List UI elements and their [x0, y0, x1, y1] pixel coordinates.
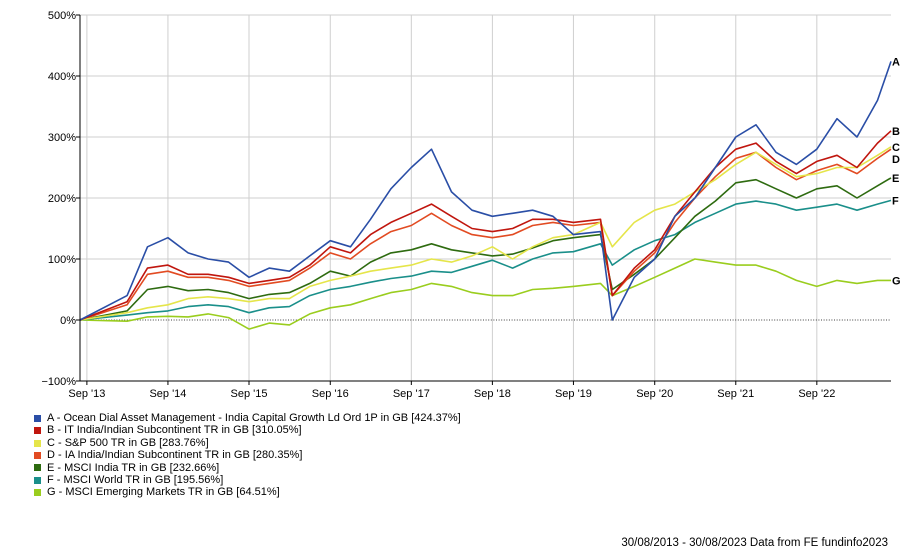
x-axis-tick-labels: Sep '13 Sep '14 Sep '15 Sep '16 Sep '17 Sep '… — [68, 388, 835, 400]
x-tick-label: Sep '19 — [555, 388, 592, 400]
legend-item-e: E - MSCI India TR in GB [232.66%] — [34, 462, 461, 474]
legend-item-f: F - MSCI World TR in GB [195.56%] — [34, 474, 461, 486]
legend-item-b: B - IT India/Indian Subcontinent TR in G… — [34, 424, 461, 436]
y-axis-tick-labels: −100% 0% 100% 200% 300% 400% 500% — [41, 10, 76, 388]
legend-swatch — [34, 451, 41, 459]
series-end-label-a: A — [892, 56, 900, 68]
legend-swatch — [34, 427, 41, 435]
legend-swatch — [34, 464, 41, 472]
series-end-label-e: E — [892, 173, 899, 185]
x-tick-label: Sep '18 — [474, 388, 511, 400]
legend-label: C - S&P 500 TR in GB [283.76%] — [47, 436, 209, 449]
y-tick-label: 400% — [48, 71, 76, 83]
y-tick-label: 100% — [48, 254, 76, 266]
series-line-e — [79, 177, 892, 321]
x-tick-label: Sep '17 — [393, 388, 430, 400]
legend-label: F - MSCI World TR in GB [195.56%] — [47, 474, 224, 487]
legend-label: D - IA India/Indian Subcontinent TR in G… — [47, 449, 303, 462]
legend-label: B - IT India/Indian Subcontinent TR in G… — [47, 424, 302, 437]
x-tick-label: Sep '21 — [717, 388, 754, 400]
series-line-c — [79, 146, 892, 321]
legend-label: G - MSCI Emerging Markets TR in GB [64.5… — [47, 486, 280, 499]
x-tick-label: Sep '20 — [636, 388, 673, 400]
legend-item-a: A - Ocean Dial Asset Management - India … — [34, 412, 461, 424]
chart-footer-note: 30/08/2013 - 30/08/2023 Data from FE fun… — [621, 537, 888, 549]
x-tick-label: Sep '16 — [312, 388, 349, 400]
series-line-b — [79, 130, 892, 321]
series-line-a — [79, 61, 892, 321]
x-tick-label: Sep '14 — [149, 388, 186, 400]
series-line-f — [79, 199, 892, 321]
x-tick-label: Sep '13 — [68, 388, 105, 400]
legend-item-d: D - IA India/Indian Subcontinent TR in G… — [34, 449, 461, 461]
legend-swatch — [34, 476, 41, 484]
series-end-label-d: D — [892, 154, 900, 166]
legend-label: A - Ocean Dial Asset Management - India … — [47, 412, 461, 424]
series-end-label-c: C — [892, 142, 900, 154]
y-tick-label: 200% — [48, 193, 76, 205]
legend-swatch — [34, 489, 41, 497]
series-end-label-b: B — [892, 126, 900, 138]
series-line-g — [79, 258, 891, 330]
series-line-d — [79, 148, 892, 321]
chart-legend: A - Ocean Dial Asset Management - India … — [34, 412, 461, 499]
series-layer — [79, 61, 892, 330]
legend-label: E - MSCI India TR in GB [232.66%] — [47, 461, 220, 474]
series-end-label-g: G — [892, 275, 900, 287]
y-tick-label: −100% — [41, 376, 76, 388]
x-tick-label: Sep '22 — [798, 388, 835, 400]
legend-swatch — [34, 414, 41, 422]
legend-swatch — [34, 439, 41, 447]
legend-item-g: G - MSCI Emerging Markets TR in GB [64.5… — [34, 486, 461, 498]
y-tick-label: 300% — [48, 132, 76, 144]
series-end-label-f: F — [892, 195, 899, 207]
legend-item-c: C - S&P 500 TR in GB [283.76%] — [34, 437, 461, 449]
y-tick-label: 0% — [60, 315, 76, 327]
x-tick-label: Sep '15 — [231, 388, 268, 400]
y-tick-label: 500% — [48, 10, 76, 22]
